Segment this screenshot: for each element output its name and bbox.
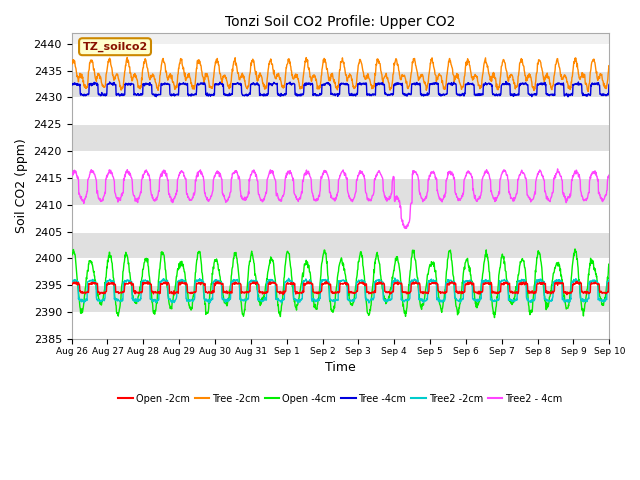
Bar [72, 205, 609, 231]
Bar [72, 151, 609, 178]
X-axis label: Time: Time [325, 361, 356, 374]
Text: TZ_soilco2: TZ_soilco2 [83, 42, 148, 52]
Y-axis label: Soil CO2 (ppm): Soil CO2 (ppm) [15, 139, 28, 233]
Bar [72, 285, 609, 312]
Bar [72, 231, 609, 258]
Bar [72, 124, 609, 151]
Bar [72, 312, 609, 339]
Bar [72, 71, 609, 97]
Legend: Open -2cm, Tree -2cm, Open -4cm, Tree -4cm, Tree2 -2cm, Tree2 - 4cm: Open -2cm, Tree -2cm, Open -4cm, Tree -4… [115, 390, 566, 408]
Bar [72, 97, 609, 124]
Bar [72, 44, 609, 71]
Bar [72, 178, 609, 205]
Bar [72, 258, 609, 285]
Title: Tonzi Soil CO2 Profile: Upper CO2: Tonzi Soil CO2 Profile: Upper CO2 [225, 15, 456, 29]
